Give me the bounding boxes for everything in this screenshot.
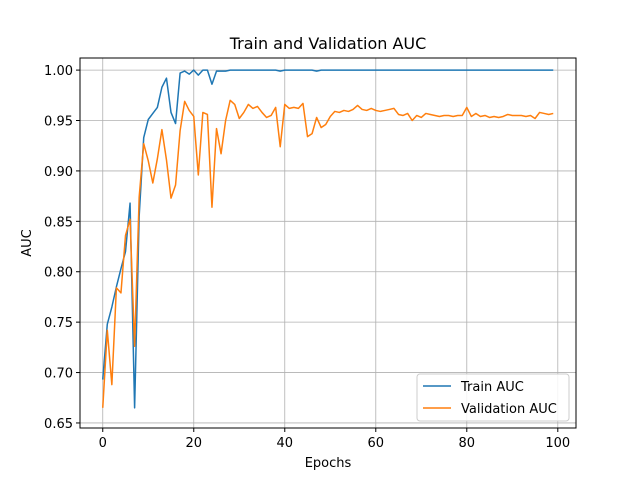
x-tick-label: 0 (99, 436, 107, 451)
y-tick-label: 0.80 (44, 266, 73, 281)
x-tick-label: 60 (368, 436, 385, 451)
y-tick-label: 0.95 (44, 115, 73, 130)
legend-box (416, 373, 570, 422)
x-tick-label: 100 (545, 436, 570, 451)
chart-title: Train and Validation AUC (229, 34, 427, 53)
x-axis-label: Epochs (305, 456, 352, 471)
legend-label: Validation AUC (461, 402, 557, 417)
y-tick-label: 0.85 (44, 215, 73, 230)
y-axis-label: AUC (20, 229, 35, 257)
x-tick-label: 20 (185, 436, 202, 451)
plot-frame (79, 57, 577, 429)
y-tick-label: 0.65 (44, 417, 73, 432)
series-line-validation (102, 99, 554, 408)
series-lines (102, 69, 554, 409)
x-tick-label: 40 (276, 436, 293, 451)
y-tick-label: 1.00 (44, 64, 73, 79)
grid (80, 58, 576, 428)
series-line-train (102, 69, 554, 409)
y-tick-label: 0.90 (44, 165, 73, 180)
x-axis-ticks: 0 20 40 60 80 100 (99, 428, 570, 451)
y-tick-label: 0.70 (44, 367, 73, 382)
y-tick-label: 0.75 (44, 316, 73, 331)
legend: Train AUC Validation AUC (416, 373, 570, 422)
x-tick-label: 80 (459, 436, 476, 451)
legend-label: Train AUC (460, 380, 524, 395)
y-axis-ticks: 0.65 0.70 0.75 0.80 0.85 0.90 0.95 1.00 (44, 64, 80, 432)
